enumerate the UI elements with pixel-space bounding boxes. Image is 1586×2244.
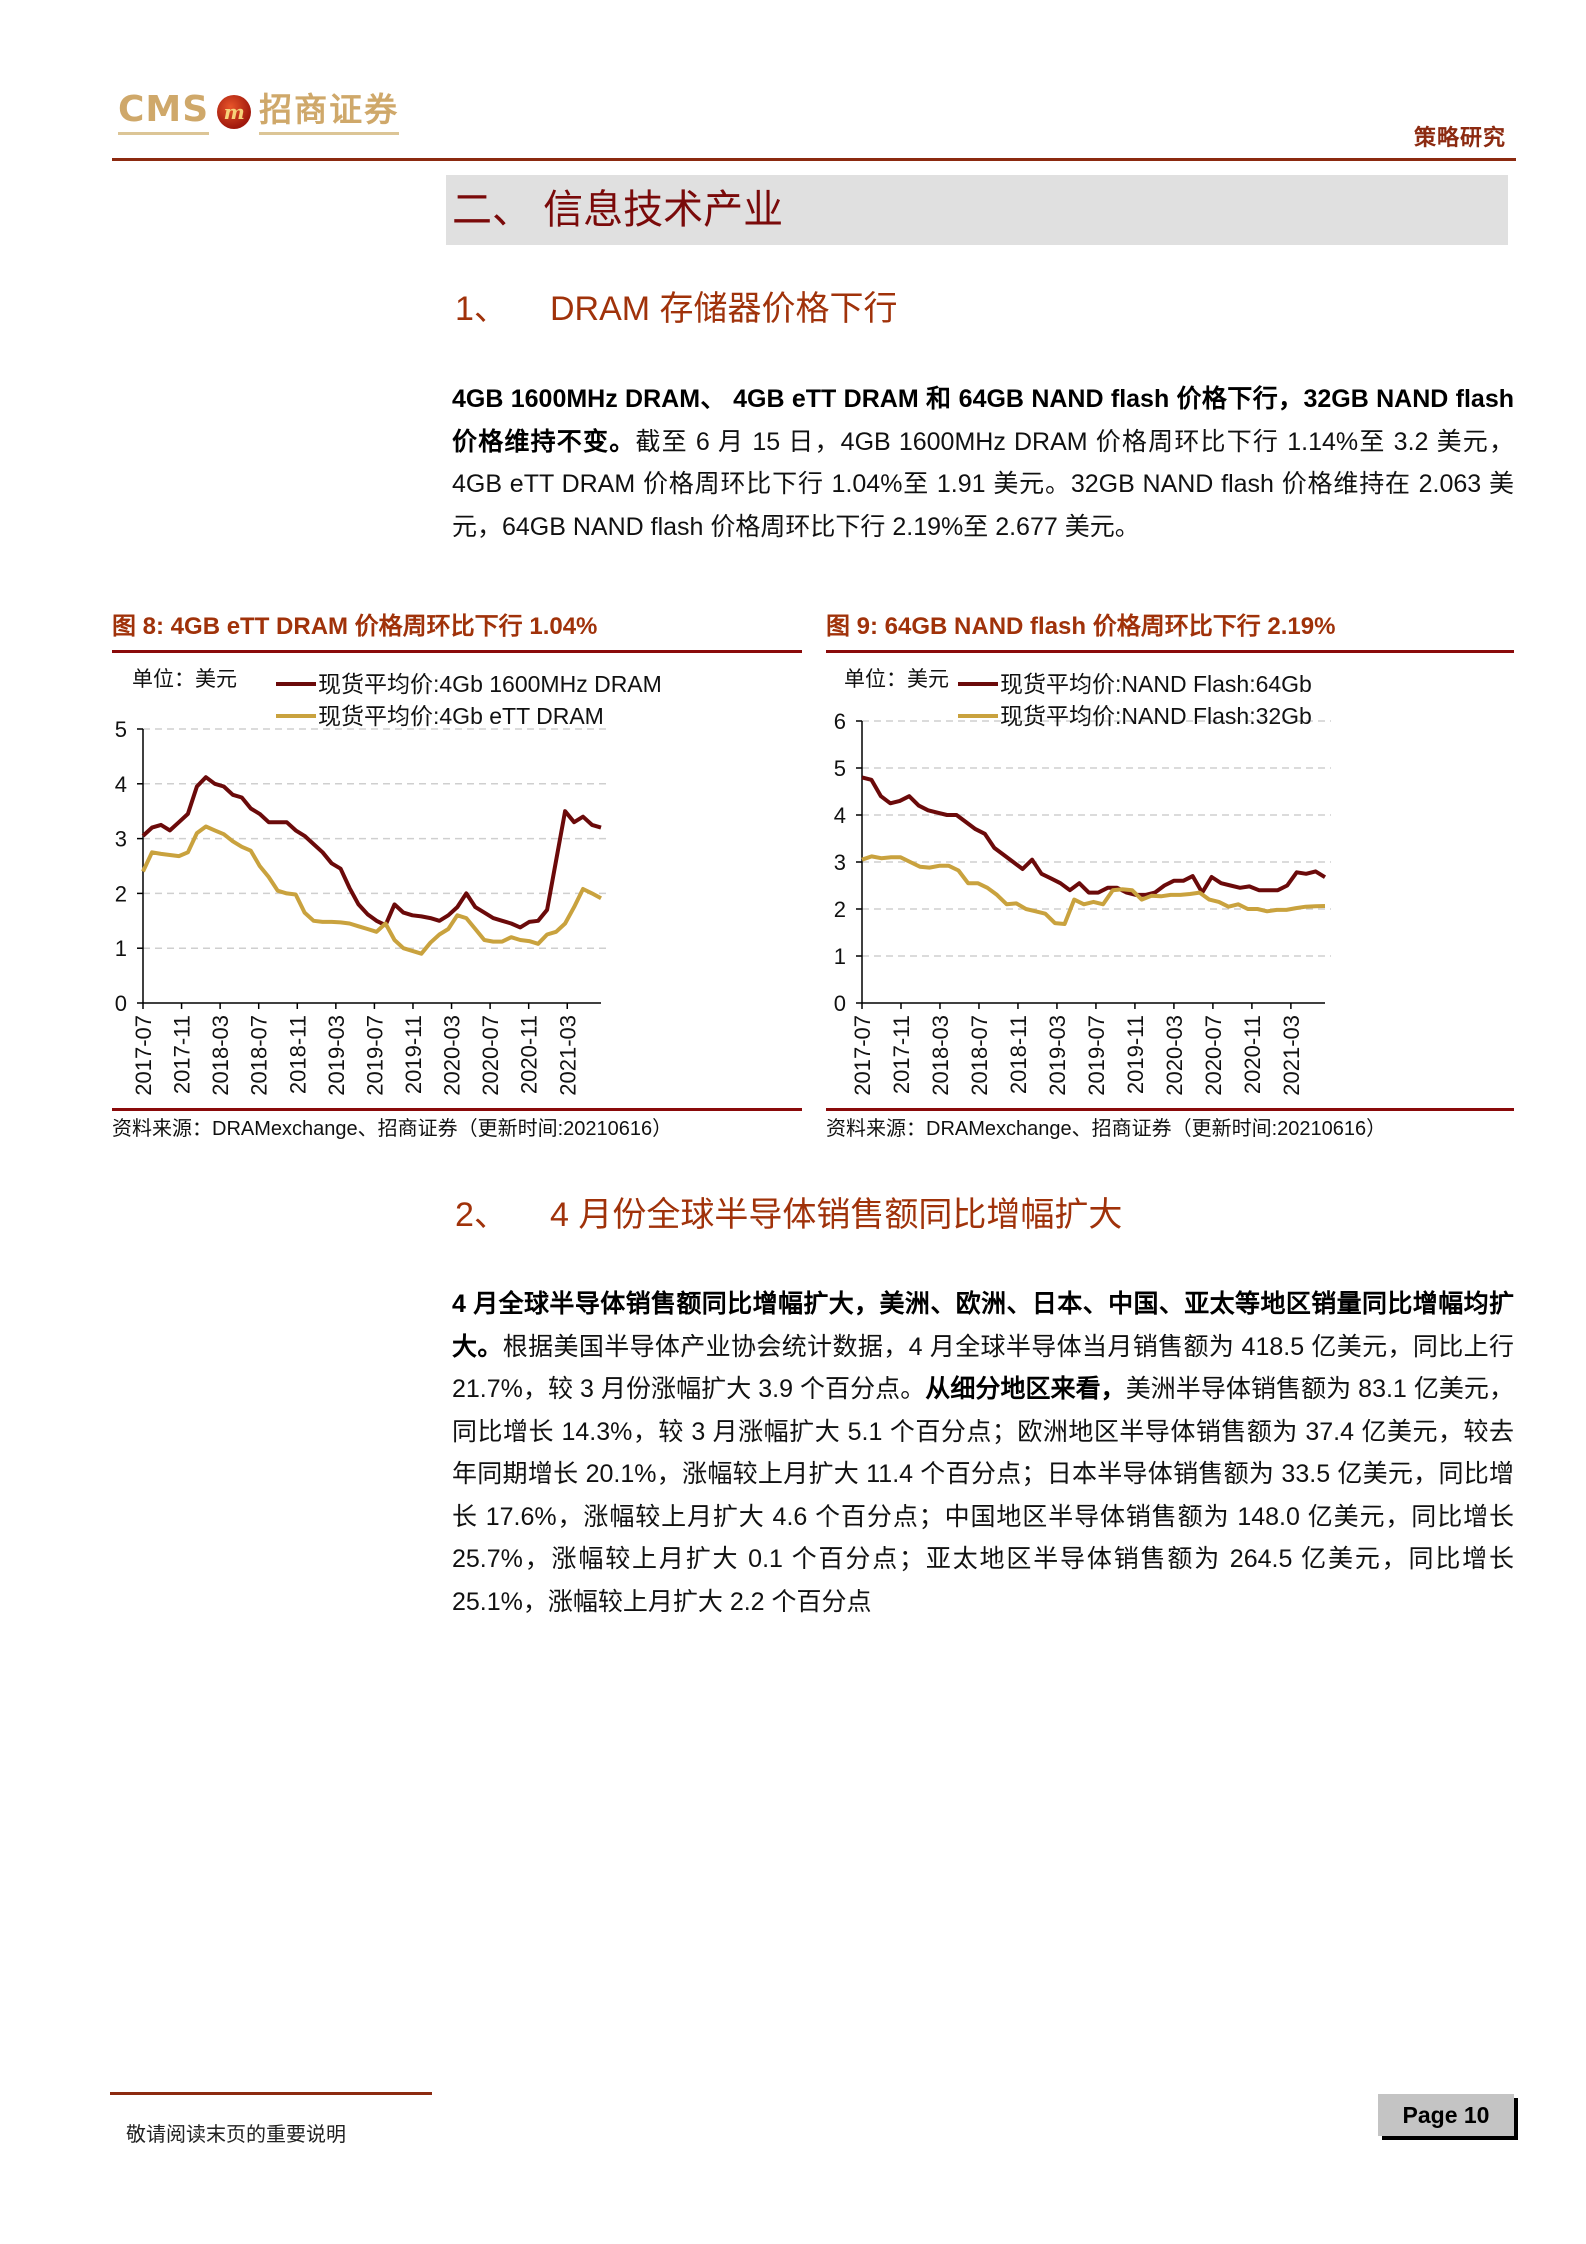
section-tag: 策略研究 [1413, 125, 1506, 151]
chart-nand-prices: 单位：美元 0 1 2 3 4 5 6 2017-07 2017-11 2018-03 2018-07… [834, 668, 1331, 1096]
x-tick-label: 2017-11 [889, 1015, 914, 1094]
subsection-2-title: 2、 4 月份全球半导体销售额同比增幅扩大 [455, 1190, 1122, 1240]
x-tick-label: 2018-03 [208, 1015, 233, 1096]
figure-9-bottom-rule [826, 1108, 1514, 1111]
subsection-text: DRAM 存储器价格下行 [550, 290, 898, 328]
y-tick-label: 3 [834, 850, 846, 875]
paragraph-lead: 4 月全球半导体销售额同比增幅扩大，美洲、欧洲、日本、中国、亚太等地区销量同比增… [452, 1290, 1514, 1361]
subsection-number: 1、 [455, 290, 508, 328]
paragraph-body: 截至 6 月 15 日，4GB 1600MHz DRAM 价格周环比下行 1.1… [452, 427, 1514, 541]
x-tick-label: 2019-03 [324, 1015, 349, 1096]
y-tick-label: 5 [115, 717, 127, 742]
y-tick-label: 1 [834, 944, 846, 969]
figure-8-bottom-rule [112, 1108, 802, 1111]
series-line-secondary [861, 854, 1326, 926]
x-tick-label: 2021-03 [1279, 1015, 1304, 1096]
y-tick-label: 6 [834, 709, 846, 734]
figure-9-title: 图 9: 64GB NAND flash 价格周环比下行 2.19% [826, 613, 1336, 640]
unit-label: 单位：美元 [844, 668, 949, 691]
x-tick-label: 2017-11 [170, 1015, 195, 1094]
x-tick-label: 2018-11 [285, 1015, 310, 1094]
company-logo: CMS m 招商证券 [118, 88, 400, 136]
page-number-badge: Page 10 [1378, 2094, 1514, 2136]
paragraph-dram: 4GB 1600MHz DRAM、 4GB eTT DRAM 和 64GB NA… [452, 378, 1514, 548]
footer-divider [110, 2092, 432, 2095]
header-divider [112, 158, 1516, 161]
x-tick-label: 2021-03 [555, 1015, 580, 1096]
legend-label: 现货平均价:4Gb eTT DRAM [318, 703, 604, 729]
figure-9-source: 资料来源：DRAMexchange、招商证券（更新时间:20210616） [826, 1118, 1387, 1140]
y-tick-label: 4 [115, 772, 127, 797]
y-tick-label: 0 [834, 991, 846, 1016]
paragraph-body-regions: 美洲半导体销售额为 83.1 亿美元，同比增长 14.3%，较 3 月涨幅扩大 … [452, 1375, 1514, 1616]
x-tick-label: 2019-07 [1084, 1015, 1109, 1096]
footer-disclaimer-note: 敬请阅读末页的重要说明 [126, 2122, 346, 2146]
logo-chinese-name: 招商证券 [259, 90, 400, 135]
figure-8-title: 图 8: 4GB eTT DRAM 价格周环比下行 1.04% [112, 613, 598, 640]
subsection-number: 2、 [455, 1196, 508, 1234]
paragraph-lead: 4GB 1600MHz DRAM、 4GB eTT DRAM 和 64GB NA… [452, 385, 1514, 456]
figure-9: 图 9: 64GB NAND flash 价格周环比下行 2.19% [826, 612, 1514, 653]
subsection-text: 4 月份全球半导体销售额同比增幅扩大 [550, 1196, 1123, 1234]
y-tick-label: 2 [834, 897, 846, 922]
legend-label: 现货平均价:NAND Flash:32Gb [1000, 703, 1312, 729]
x-tick-label: 2018-03 [928, 1015, 953, 1096]
x-tick-label: 2017-07 [131, 1015, 156, 1096]
figure-8: 图 8: 4GB eTT DRAM 价格周环比下行 1.04% [112, 612, 802, 653]
y-tick-label: 2 [115, 881, 127, 906]
y-tick-label: 1 [115, 936, 127, 961]
x-tick-label: 2020-11 [1240, 1015, 1265, 1094]
figure-8-source: 资料来源：DRAMexchange、招商证券（更新时间:20210616） [112, 1118, 673, 1140]
y-tick-label: 3 [115, 827, 127, 852]
x-tick-label: 2019-07 [362, 1015, 387, 1096]
legend-label: 现货平均价:4Gb 1600MHz DRAM [318, 671, 662, 697]
paragraph-emphasis: 从细分地区来看， [925, 1375, 1126, 1403]
section-title: 二、 信息技术产业 [452, 188, 784, 232]
y-tick-label: 0 [115, 991, 127, 1016]
x-tick-label: 2018-07 [967, 1015, 992, 1096]
x-tick-label: 2018-07 [247, 1015, 272, 1096]
x-tick-label: 2019-11 [401, 1015, 426, 1094]
chart-dram-prices: 单位：美元 0 1 2 3 4 5 2017-07 2017-11 2018-03 2018-07 2… [115, 668, 662, 1096]
x-tick-label: 2018-11 [1006, 1015, 1031, 1094]
x-tick-label: 2020-11 [517, 1015, 542, 1094]
unit-label: 单位：美元 [132, 668, 237, 691]
series-line-secondary [141, 824, 602, 956]
subsection-1-title: 1、 DRAM 存储器价格下行 [455, 284, 898, 334]
logo-badge-icon: m [217, 95, 252, 129]
series-line-primary [141, 775, 602, 930]
y-tick-label: 5 [834, 756, 846, 781]
paragraph-semiconductor: 4 月全球半导体销售额同比增幅扩大，美洲、欧洲、日本、中国、亚太等地区销量同比增… [452, 1283, 1514, 1623]
x-tick-label: 2017-07 [850, 1015, 875, 1096]
series-line-primary [861, 775, 1327, 897]
section-title-bar [446, 175, 1508, 245]
legend-label: 现货平均价:NAND Flash:64Gb [1000, 671, 1312, 697]
x-tick-label: 2020-03 [440, 1015, 465, 1096]
paragraph-body: 根据美国半导体产业协会统计数据，4 月全球半导体当月销售额为 418.5 亿美元… [452, 1332, 1514, 1404]
x-tick-label: 2019-03 [1045, 1015, 1070, 1096]
figure-8-top-rule [112, 650, 802, 653]
x-tick-label: 2020-07 [478, 1015, 503, 1096]
x-tick-label: 2019-11 [1123, 1015, 1148, 1094]
logo-cms-text: CMS [118, 89, 210, 135]
y-tick-label: 4 [834, 803, 846, 828]
x-tick-label: 2020-07 [1201, 1015, 1226, 1096]
figure-9-top-rule [826, 650, 1514, 653]
x-tick-label: 2020-03 [1162, 1015, 1187, 1096]
